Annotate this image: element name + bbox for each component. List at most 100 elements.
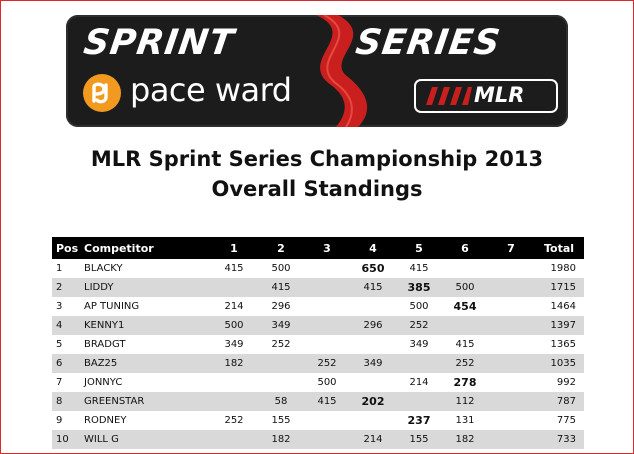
cell-round-1: 252	[224, 415, 244, 426]
banner-word-series: SERIES	[353, 23, 504, 63]
cell-round-3: 252	[304, 354, 350, 373]
cell-round-4: 415	[350, 278, 396, 297]
cell-round-1: 500	[210, 316, 258, 335]
cell-round-3	[304, 411, 350, 430]
banner-word-sprint: SPRINT	[81, 23, 237, 63]
cell-round-6: 182	[442, 430, 488, 449]
cell-round-3	[304, 278, 350, 297]
cell-total: 1715	[534, 278, 584, 297]
cell-round-4: 349	[350, 354, 396, 373]
cell-round-2: 182	[258, 430, 304, 449]
table-row: 6 BAZ25 182 252 349 252 1035	[52, 354, 584, 373]
cell-round-7	[488, 278, 534, 297]
cell-round-5: 214	[409, 377, 429, 388]
cell-round-4: 202	[350, 392, 396, 411]
cell-pos: 7	[56, 377, 63, 388]
cell-pos: 8	[52, 392, 80, 411]
cell-round-3	[304, 297, 350, 316]
header-total: Total	[534, 237, 584, 259]
cell-round-3: 500	[317, 377, 337, 388]
cell-round-6: 278	[453, 376, 477, 389]
cell-round-7	[488, 335, 534, 354]
cell-round-1	[210, 373, 258, 392]
cell-round-4	[350, 411, 396, 430]
cell-pos: 9	[56, 415, 63, 426]
standings-body: 1 BLACKY 415 500 650 415 1980 2 LIDDY 415 415 385 50…	[52, 259, 584, 449]
pace-ward-logo-icon	[83, 74, 121, 112]
table-row: 1 BLACKY 415 500 650 415 1980	[52, 259, 584, 278]
cell-competitor: LIDDY	[80, 278, 210, 297]
cell-round-5	[396, 354, 442, 373]
cell-round-7	[488, 354, 534, 373]
cell-round-3	[304, 430, 350, 449]
standings-table: Pos Competitor 1 2 3 4 5 6 7 Total 1 BLAC…	[52, 237, 584, 449]
mlr-stripes-icon	[426, 87, 472, 105]
cell-round-5: 252	[396, 316, 442, 335]
table-row: 10 WILL G 182 214 155 182 733	[52, 430, 584, 449]
mlr-badge: MLR	[414, 79, 558, 113]
cell-round-1: 214	[224, 301, 244, 312]
cell-round-2: 252	[271, 339, 291, 350]
cell-round-7	[488, 411, 534, 430]
cell-round-7	[488, 297, 534, 316]
cell-total: 1365	[550, 339, 576, 350]
table-row: 3 AP TUNING 214 296 500 454 1464	[52, 297, 584, 316]
cell-round-4	[350, 373, 396, 392]
cell-round-6: 112	[442, 392, 488, 411]
cell-round-4	[350, 297, 396, 316]
cell-total: 1464	[550, 301, 576, 312]
header-round-5: 5	[396, 237, 442, 259]
cell-pos: 4	[52, 316, 80, 335]
cell-round-2: 415	[258, 278, 304, 297]
cell-pos: 10	[52, 430, 80, 449]
cell-round-6: 131	[455, 415, 475, 426]
cell-round-2: 349	[258, 316, 304, 335]
cell-round-2: 500	[271, 263, 291, 274]
cell-round-7	[488, 373, 534, 392]
cell-total: 733	[534, 430, 584, 449]
cell-competitor: BRADGT	[84, 339, 126, 350]
cell-round-3	[304, 259, 350, 278]
cell-round-6: 500	[442, 278, 488, 297]
cell-competitor: BAZ25	[80, 354, 210, 373]
cell-round-1: 182	[210, 354, 258, 373]
cell-round-5: 155	[396, 430, 442, 449]
cell-competitor: WILL G	[80, 430, 210, 449]
cell-round-6	[442, 259, 488, 278]
cell-pos: 6	[52, 354, 80, 373]
cell-total: 1397	[534, 316, 584, 335]
cell-total: 1980	[550, 263, 576, 274]
cell-competitor: BLACKY	[84, 263, 123, 274]
cell-competitor: JONNYC	[84, 377, 123, 388]
cell-round-5: 349	[409, 339, 429, 350]
header-round-1: 1	[210, 237, 258, 259]
table-row: 2 LIDDY 415 415 385 500 1715	[52, 278, 584, 297]
cell-competitor: KENNY1	[80, 316, 210, 335]
cell-round-3: 415	[304, 392, 350, 411]
cell-round-6	[442, 316, 488, 335]
cell-round-1: 349	[224, 339, 244, 350]
cell-competitor: GREENSTAR	[80, 392, 210, 411]
cell-round-2: 296	[271, 301, 291, 312]
cell-pos: 3	[56, 301, 63, 312]
sponsor-name: pace ward	[130, 71, 292, 109]
cell-pos: 1	[56, 263, 63, 274]
table-row: 9 RODNEY 252 155 237 131 775	[52, 411, 584, 430]
mlr-badge-text: MLR	[474, 83, 525, 107]
header-round-6: 6	[442, 237, 488, 259]
cell-round-7	[488, 392, 534, 411]
cell-competitor: RODNEY	[84, 415, 127, 426]
cell-round-6: 454	[453, 300, 477, 313]
header-round-2: 2	[258, 237, 304, 259]
cell-round-2: 155	[271, 415, 291, 426]
cell-round-4: 650	[361, 262, 385, 275]
table-row: 4 KENNY1 500 349 296 252 1397	[52, 316, 584, 335]
page-subtitle: Overall Standings	[211, 177, 423, 201]
cell-round-7	[488, 259, 534, 278]
cell-round-1	[210, 278, 258, 297]
road-swoosh-icon	[316, 15, 368, 127]
table-header-row: Pos Competitor 1 2 3 4 5 6 7 Total	[52, 237, 584, 259]
cell-round-2: 58	[258, 392, 304, 411]
header-round-4: 4	[350, 237, 396, 259]
cell-total: 787	[534, 392, 584, 411]
